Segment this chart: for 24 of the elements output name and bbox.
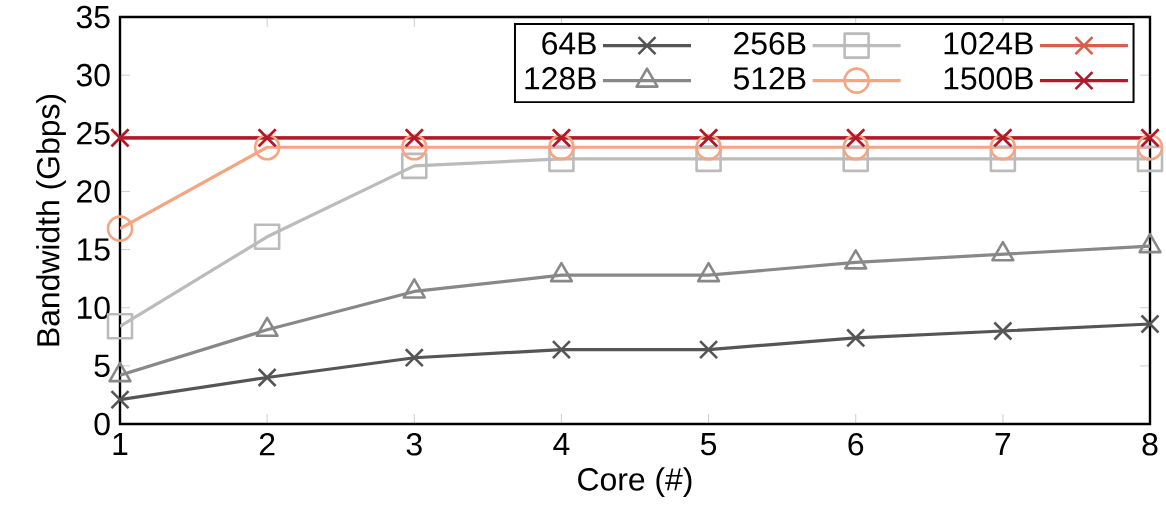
x-axis-title: Core (#) [578,467,692,497]
y-axis-title: Bandwidth (Gbps) [36,94,66,346]
y-tick-label: 10 [77,296,110,319]
y-tick-label: 25 [77,122,110,145]
y-tick-label: 20 [77,180,110,203]
y-tick-label: 15 [77,238,110,261]
x-tick-label: 7 [995,433,1011,455]
x-tick-label: 2 [259,433,275,456]
x-tick-label: 5 [700,433,717,456]
legend-label: 512B [733,67,806,90]
legend-label: 256B [734,32,806,55]
y-tick-label: 0 [94,412,110,436]
legend-label: 1500B [944,67,1033,90]
legend-label: 1024B [944,32,1033,55]
y-tick-label: 35 [76,5,110,29]
x-tick-label: 1 [113,433,128,455]
x-tick-label: 8 [1142,433,1158,456]
legend-label: 64B [542,32,596,55]
x-tick-label: 6 [848,433,864,456]
x-tick-label: 4 [553,433,570,455]
y-tick-label: 30 [76,63,110,87]
y-tick-label: 5 [94,354,110,377]
x-tick-label: 3 [406,433,422,456]
legend-label: 128B [525,67,596,90]
